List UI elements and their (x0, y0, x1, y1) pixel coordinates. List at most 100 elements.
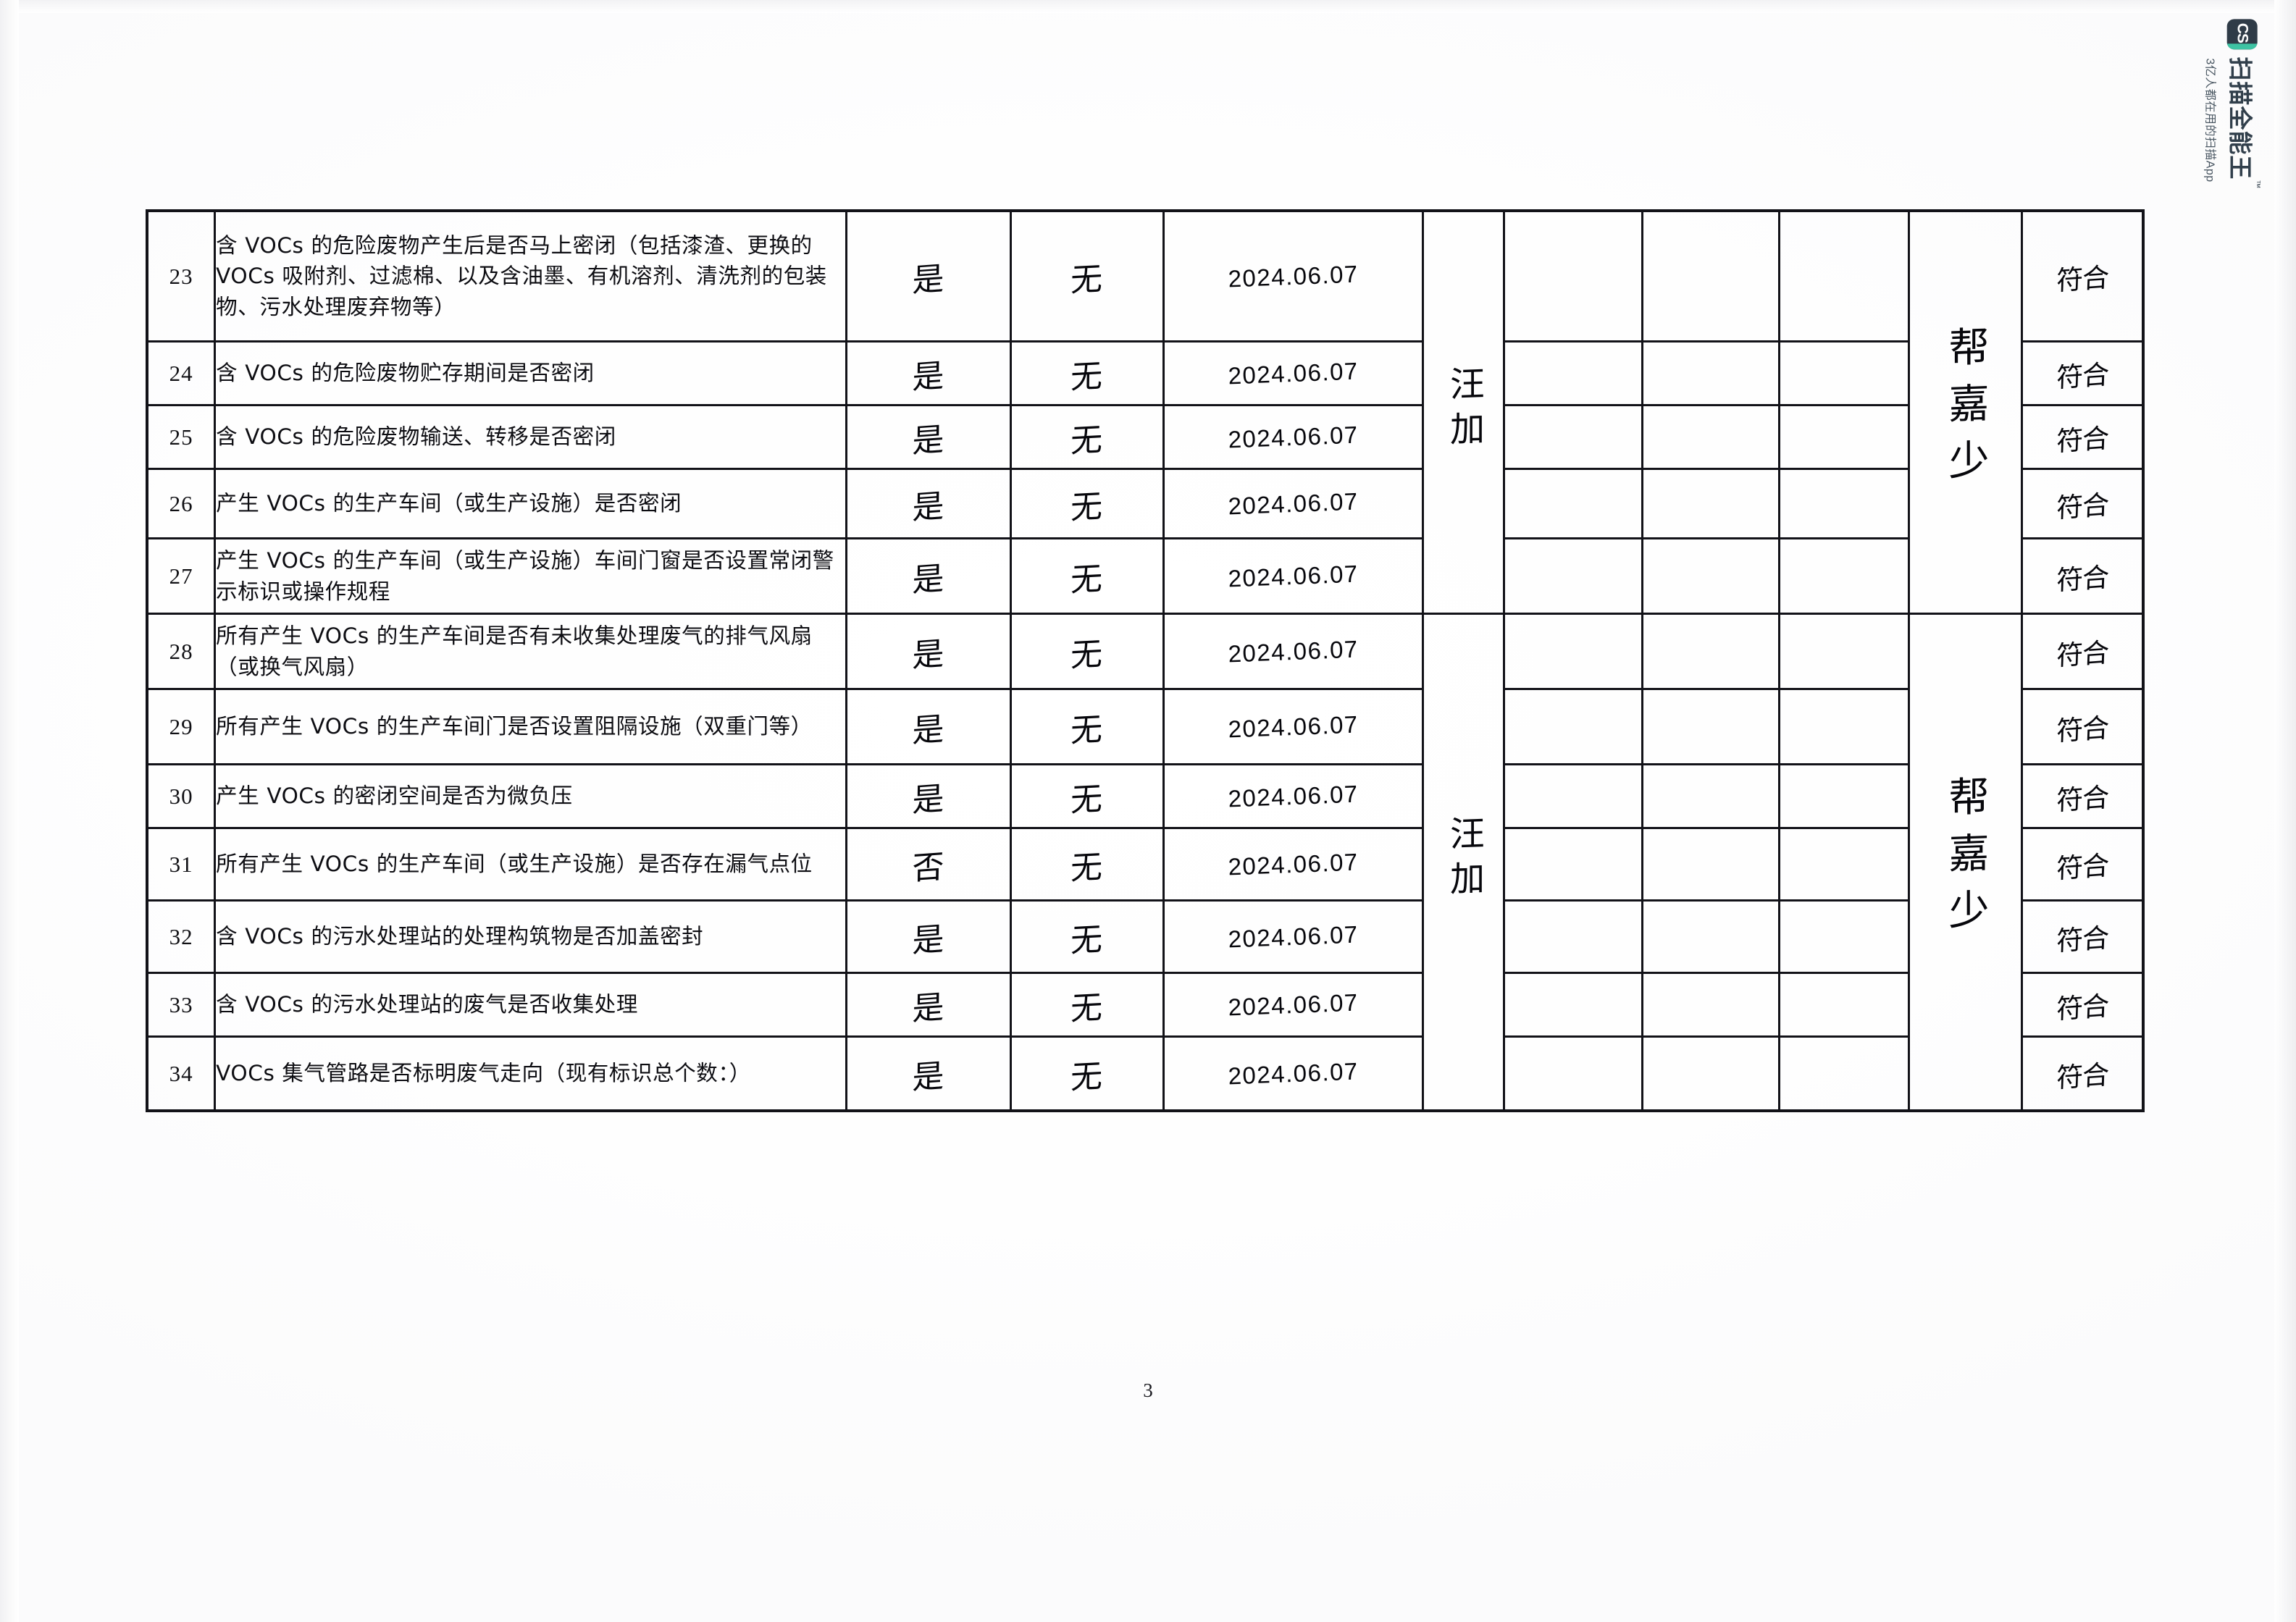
row-yesno-cell[interactable]: 是 (845, 404, 1013, 470)
row-note-cell-1[interactable] (1503, 613, 1644, 690)
row-note-cell-2[interactable] (1641, 210, 1781, 343)
row-amount-cell[interactable]: 无 (1010, 340, 1165, 406)
row-note-cell-2[interactable] (1641, 972, 1781, 1038)
handwritten-amount: 无 (1070, 988, 1104, 1028)
row-yesno-cell[interactable]: 是 (845, 899, 1013, 974)
row-note-cell-3[interactable] (1778, 827, 1911, 902)
row-amount-cell[interactable]: 无 (1010, 404, 1165, 470)
row-result-cell[interactable]: 符合 (2020, 972, 2145, 1038)
row-note-cell-2[interactable] (1641, 613, 1781, 690)
row-result-cell[interactable]: 符合 (2020, 688, 2145, 765)
row-note-cell-2[interactable] (1641, 537, 1781, 615)
handwritten-result: 符合 (2056, 1058, 2109, 1094)
row-note-cell-3[interactable] (1778, 972, 1911, 1038)
row-note-cell-3[interactable] (1778, 404, 1911, 470)
row-amount-cell[interactable]: 无 (1010, 899, 1165, 974)
row-note-cell-1[interactable] (1503, 404, 1644, 470)
row-result-cell[interactable]: 符合 (2020, 1035, 2145, 1112)
row-result-cell[interactable]: 符合 (2020, 340, 2145, 406)
row-yesno-cell[interactable]: 是 (845, 688, 1013, 765)
row-result-cell[interactable]: 符合 (2020, 899, 2145, 974)
row-note-cell-3[interactable] (1778, 210, 1911, 343)
row-note-cell-2[interactable] (1641, 899, 1781, 974)
row-date-cell[interactable]: 2024.06.07 (1162, 340, 1424, 406)
row-date-cell[interactable]: 2024.06.07 (1162, 210, 1424, 343)
handwritten-date: 2024.06.07 (1227, 260, 1359, 292)
row-note-cell-2[interactable] (1641, 404, 1781, 470)
row-result-cell[interactable]: 符合 (2020, 613, 2145, 690)
reviewer-signature-cell-1[interactable]: 帮嘉少 (1908, 210, 2023, 615)
row-note-cell-1[interactable] (1503, 537, 1644, 615)
row-index: 28 (146, 613, 217, 690)
row-date-cell[interactable]: 2024.06.07 (1162, 404, 1424, 470)
row-amount-cell[interactable]: 无 (1010, 613, 1165, 690)
row-yesno-cell[interactable]: 否 (845, 827, 1013, 902)
row-date-cell[interactable]: 2024.06.07 (1162, 899, 1424, 974)
row-yesno-cell[interactable]: 是 (845, 537, 1013, 615)
row-note-cell-1[interactable] (1503, 210, 1644, 343)
row-date-cell[interactable]: 2024.06.07 (1162, 1035, 1424, 1112)
row-result-cell[interactable]: 符合 (2020, 827, 2145, 902)
row-result-cell[interactable]: 符合 (2020, 210, 2145, 343)
handwritten-amount: 无 (1070, 357, 1104, 396)
row-note-cell-2[interactable] (1641, 1035, 1781, 1112)
row-amount-cell[interactable]: 无 (1010, 763, 1165, 829)
handwritten-amount: 无 (1070, 260, 1104, 299)
row-date-cell[interactable]: 2024.06.07 (1162, 972, 1424, 1038)
row-date-cell[interactable]: 2024.06.07 (1162, 688, 1424, 765)
row-note-cell-3[interactable] (1778, 688, 1911, 765)
row-item-text: 产生 VOCs 的生产车间（或生产设施）是否密闭 (214, 468, 848, 539)
row-result-cell[interactable]: 符合 (2020, 468, 2145, 539)
row-date-cell[interactable]: 2024.06.07 (1162, 613, 1424, 690)
row-yesno-cell[interactable]: 是 (845, 210, 1013, 343)
row-note-cell-1[interactable] (1503, 468, 1644, 539)
reviewer-signature-cell-2[interactable]: 帮嘉少 (1908, 613, 2023, 1112)
row-yesno-cell[interactable]: 是 (845, 340, 1013, 406)
row-yesno-cell[interactable]: 是 (845, 468, 1013, 539)
row-note-cell-3[interactable] (1778, 1035, 1911, 1112)
row-date-cell[interactable]: 2024.06.07 (1162, 763, 1424, 829)
row-yesno-cell[interactable]: 是 (845, 972, 1013, 1038)
row-date-cell[interactable]: 2024.06.07 (1162, 827, 1424, 902)
row-note-cell-3[interactable] (1778, 340, 1911, 406)
row-amount-cell[interactable]: 无 (1010, 972, 1165, 1038)
row-note-cell-2[interactable] (1641, 763, 1781, 829)
row-date-cell[interactable]: 2024.06.07 (1162, 468, 1424, 539)
row-result-cell[interactable]: 符合 (2020, 763, 2145, 829)
row-note-cell-1[interactable] (1503, 972, 1644, 1038)
row-note-cell-1[interactable] (1503, 340, 1644, 406)
row-note-cell-3[interactable] (1778, 468, 1911, 539)
inspector-signature-cell-1[interactable]: 汪加 (1421, 210, 1506, 615)
row-note-cell-1[interactable] (1503, 899, 1644, 974)
row-note-cell-1[interactable] (1503, 827, 1644, 902)
row-note-cell-1[interactable] (1503, 688, 1644, 765)
row-amount-cell[interactable]: 无 (1010, 688, 1165, 765)
row-note-cell-3[interactable] (1778, 899, 1911, 974)
row-note-cell-2[interactable] (1641, 827, 1781, 902)
row-yesno-cell[interactable]: 是 (845, 763, 1013, 829)
row-amount-cell[interactable]: 无 (1010, 827, 1165, 902)
row-amount-cell[interactable]: 无 (1010, 1035, 1165, 1112)
row-amount-cell[interactable]: 无 (1010, 468, 1165, 539)
inspector-signature-cell-2[interactable]: 汪加 (1421, 613, 1506, 1112)
row-amount-cell[interactable]: 无 (1010, 537, 1165, 615)
row-index: 27 (146, 537, 217, 615)
row-note-cell-1[interactable] (1503, 763, 1644, 829)
row-note-cell-2[interactable] (1641, 688, 1781, 765)
handwritten-date: 2024.06.07 (1227, 780, 1359, 812)
row-note-cell-3[interactable] (1778, 613, 1911, 690)
row-date-cell[interactable]: 2024.06.07 (1162, 537, 1424, 615)
vocs-inspection-table: 23 含 VOCs 的危险废物产生后是否马上密闭（包括漆渣、更换的 VOCs 吸… (146, 209, 2145, 1112)
row-note-cell-3[interactable] (1778, 537, 1911, 615)
row-note-cell-2[interactable] (1641, 468, 1781, 539)
row-result-cell[interactable]: 符合 (2020, 404, 2145, 470)
row-yesno-cell[interactable]: 是 (845, 1035, 1013, 1112)
row-amount-cell[interactable]: 无 (1010, 210, 1165, 343)
handwritten-amount: 无 (1070, 920, 1104, 959)
row-result-cell[interactable]: 符合 (2020, 537, 2145, 615)
row-note-cell-2[interactable] (1641, 340, 1781, 406)
row-note-cell-3[interactable] (1778, 763, 1911, 829)
row-yesno-cell[interactable]: 是 (845, 613, 1013, 690)
row-item-text: 所有产生 VOCs 的生产车间（或生产设施）是否存在漏气点位 (214, 827, 848, 902)
row-note-cell-1[interactable] (1503, 1035, 1644, 1112)
